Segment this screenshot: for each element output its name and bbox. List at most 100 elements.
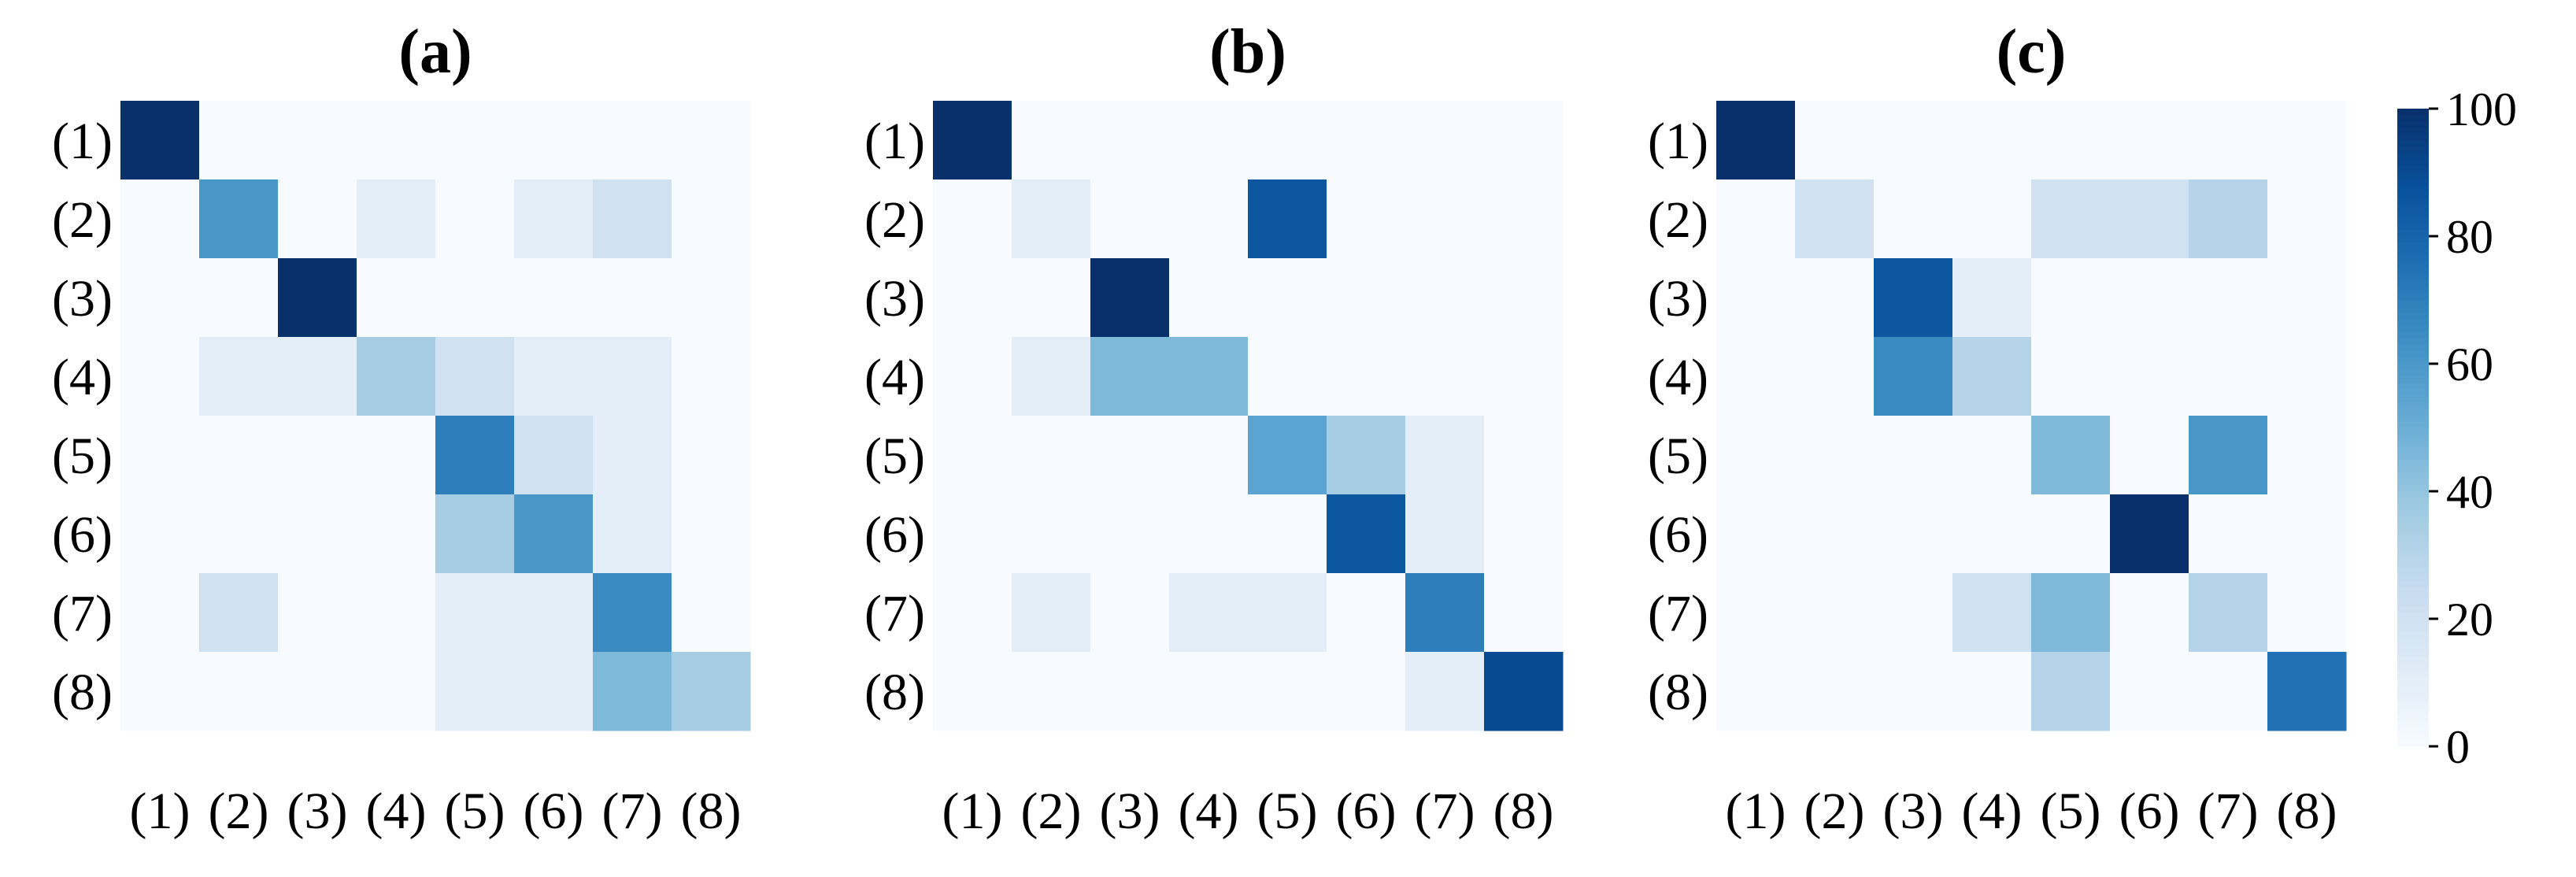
- heatmap-a-cell-r6-c4: [357, 494, 436, 574]
- heatmap-b-cell-r5-c4: [1169, 416, 1249, 495]
- colorbar-segment-41: [2397, 364, 2429, 371]
- heatmap-a-cell-r6-c2: [199, 494, 279, 574]
- heatmap-b-cell-r5-c6: [1327, 416, 1406, 495]
- colorbar-segment-35: [2397, 325, 2429, 333]
- heatmap-c-cell-r8-c7: [2189, 652, 2268, 731]
- panel-b-title: (b): [1209, 17, 1286, 87]
- heatmap-b-cell-r3-c8: [1484, 258, 1564, 338]
- heatmap-b-cell-r6-c2: [1012, 494, 1091, 574]
- panel-c-xtick-6: (6): [2119, 783, 2180, 840]
- heatmap-b-cell-r7-c3: [1090, 573, 1170, 653]
- panel-c-xtick-4: (4): [1962, 783, 2023, 840]
- heatmap-b-cell-r6-c1: [933, 494, 1012, 574]
- colorbar-segment-79: [2397, 605, 2429, 613]
- heatmap-c-cell-r7-c4: [1952, 573, 2032, 653]
- heatmap-a-cell-r2-c6: [514, 179, 594, 259]
- colorbar-segment-10: [2397, 165, 2429, 173]
- colorbar-segment-49: [2397, 414, 2429, 422]
- panel-c-ytick-5: (5): [1648, 427, 1708, 485]
- heatmap-b-cell-r2-c4: [1169, 179, 1249, 259]
- heatmap-a-cell-r3-c4: [357, 258, 436, 338]
- heatmap-b-cell-r1-c4: [1169, 101, 1249, 180]
- colorbar-segment-32: [2397, 306, 2429, 313]
- colorbar-segment-83: [2397, 631, 2429, 638]
- colorbar-segment-33: [2397, 313, 2429, 320]
- heatmap-b-cell-r2-c8: [1484, 179, 1564, 259]
- heatmap-a-cell-r6-c5: [435, 494, 515, 574]
- heatmap-a-cell-r2-c2: [199, 179, 279, 259]
- heatmap-c-cell-r5-c4: [1952, 416, 2032, 495]
- heatmap-b-cell-r5-c1: [933, 416, 1012, 495]
- heatmap-a-cell-r5-c4: [357, 416, 436, 495]
- heatmap-c-cell-r6-c3: [1874, 494, 1953, 574]
- heatmap-b-cell-r8-c1: [933, 652, 1012, 731]
- colorbar-segment-13: [2397, 185, 2429, 192]
- colorbar-segment-20: [2397, 229, 2429, 237]
- colorbar-segment-47: [2397, 401, 2429, 409]
- colorbar-segment-8: [2397, 153, 2429, 161]
- heatmap-a-cell-r4-c8: [672, 337, 751, 416]
- panel-b-ytick-7: (7): [864, 585, 925, 642]
- heatmap-a-cell-r6-c6: [514, 494, 594, 574]
- colorbar-segment-23: [2397, 249, 2429, 256]
- colorbar-segment-100: [2397, 739, 2429, 747]
- heatmap-c-cell-r3-c1: [1716, 258, 1796, 338]
- colorbar-segment-59: [2397, 478, 2429, 486]
- colorbar-segment-71: [2397, 555, 2429, 562]
- colorbar-segment-76: [2397, 587, 2429, 594]
- heatmap-b-cell-r8-c6: [1327, 652, 1406, 731]
- heatmap-c-cell-r6-c7: [2189, 494, 2268, 574]
- colorbar-segment-5: [2397, 134, 2429, 142]
- colorbar-segment-9: [2397, 159, 2429, 167]
- panel-c-ytick-2: (2): [1648, 191, 1708, 249]
- heatmap-a-cell-r4-c1: [120, 337, 200, 416]
- heatmap-c-cell-r4-c4: [1952, 337, 2032, 416]
- heatmap-c-cell-r4-c7: [2189, 337, 2268, 416]
- heatmap-b-cell-r3-c2: [1012, 258, 1091, 338]
- heatmap-c-cell-r5-c8: [2267, 416, 2347, 495]
- colorbar-segment-72: [2397, 561, 2429, 568]
- heatmap-b-cell-r5-c2: [1012, 416, 1091, 495]
- colorbar-segment-65: [2397, 516, 2429, 524]
- panel-b-ytick-3: (3): [864, 270, 925, 327]
- panel-a-ytick-2: (2): [52, 191, 113, 249]
- heatmap-b-cell-r4-c7: [1405, 337, 1485, 416]
- heatmap-c-cell-r2-c8: [2267, 179, 2347, 259]
- colorbar-segment-78: [2397, 599, 2429, 607]
- heatmap-a-cell-r1-c1: [120, 101, 200, 180]
- colorbar-segment-57: [2397, 465, 2429, 473]
- panel-c-xtick-3: (3): [1883, 783, 1944, 840]
- colorbar-segment-50: [2397, 420, 2429, 428]
- heatmap-c-cell-r5-c3: [1874, 416, 1953, 495]
- colorbar-segment-21: [2397, 236, 2429, 243]
- colorbar-segment-19: [2397, 223, 2429, 231]
- heatmap-c-cell-r3-c3: [1874, 258, 1953, 338]
- heatmap-c-cell-r5-c1: [1716, 416, 1796, 495]
- colorbar-segment-7: [2397, 146, 2429, 154]
- colorbar-segment-82: [2397, 625, 2429, 632]
- colorbar-segment-30: [2397, 293, 2429, 301]
- colorbar-segment-24: [2397, 255, 2429, 262]
- heatmap-b-cell-r2-c1: [933, 179, 1012, 259]
- heatmap-a-cell-r7-c3: [278, 573, 357, 653]
- heatmap-b-cell-r3-c3: [1090, 258, 1170, 338]
- heatmap-c-cell-r2-c5: [2031, 179, 2111, 259]
- colorbar-segment-67: [2397, 529, 2429, 537]
- panel-c-ytick-8: (8): [1648, 664, 1708, 721]
- panel-c-ytick-4: (4): [1648, 349, 1708, 406]
- heatmap-c-cell-r2-c4: [1952, 179, 2032, 259]
- heatmap-b-cell-r7-c1: [933, 573, 1012, 653]
- colorbar-segment-6: [2397, 140, 2429, 148]
- heatmap-a-cell-r1-c2: [199, 101, 279, 180]
- heatmap-c-cell-r1-c8: [2267, 101, 2347, 180]
- heatmap-a-cell-r6-c7: [593, 494, 672, 574]
- heatmap-c-cell-r6-c8: [2267, 494, 2347, 574]
- heatmap-a-cell-r2-c8: [672, 179, 751, 259]
- panel-a-ytick-6: (6): [52, 506, 113, 564]
- heatmap-b-cell-r3-c1: [933, 258, 1012, 338]
- colorbar-segment-36: [2397, 331, 2429, 339]
- heatmap-b-cell-r3-c5: [1248, 258, 1327, 338]
- panel-c-ytick-6: (6): [1648, 506, 1708, 564]
- heatmap-c-cell-r1-c5: [2031, 101, 2111, 180]
- heatmap-b-cell-r5-c8: [1484, 416, 1564, 495]
